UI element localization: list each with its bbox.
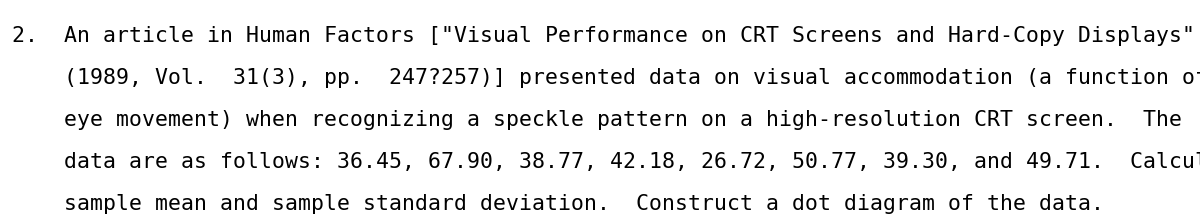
Text: sample mean and sample standard deviation.  Construct a dot diagram of the data.: sample mean and sample standard deviatio… (12, 194, 1104, 214)
Text: 2.  An article in Human Factors ["Visual Performance on CRT Screens and Hard-Cop: 2. An article in Human Factors ["Visual … (12, 26, 1195, 46)
Text: (1989, Vol.  31(3), pp.  247?257)] presented data on visual accommodation (a fun: (1989, Vol. 31(3), pp. 247?257)] present… (12, 68, 1200, 88)
Text: eye movement) when recognizing a speckle pattern on a high-resolution CRT screen: eye movement) when recognizing a speckle… (12, 110, 1182, 130)
Text: data are as follows: 36.45, 67.90, 38.77, 42.18, 26.72, 50.77, 39.30, and 49.71.: data are as follows: 36.45, 67.90, 38.77… (12, 152, 1200, 172)
